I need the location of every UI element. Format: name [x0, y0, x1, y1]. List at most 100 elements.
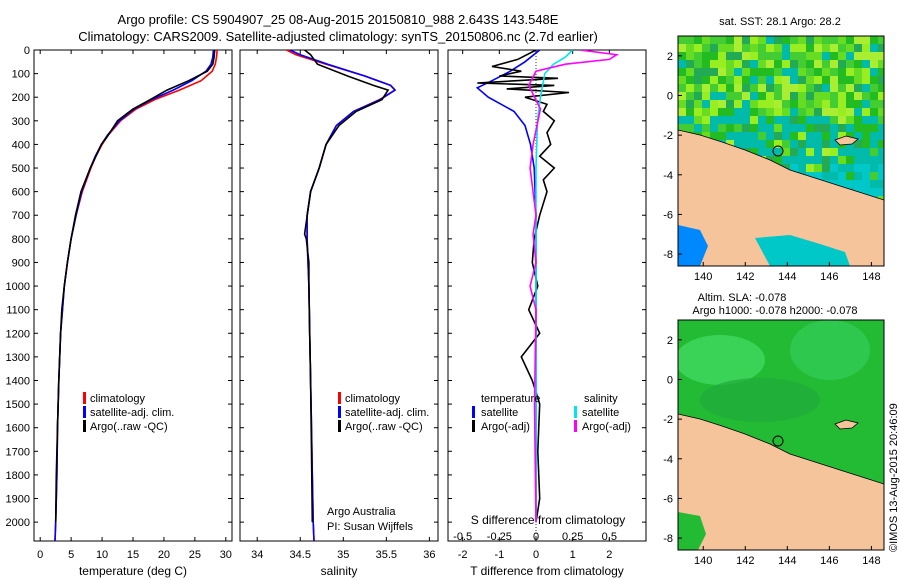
sst-cell	[774, 108, 782, 116]
legend-label-satellite: satellite-adj. clim.	[90, 407, 174, 419]
sst-cell	[838, 100, 846, 108]
sst-cell	[726, 68, 734, 76]
sst-cell	[718, 44, 726, 52]
sst-cell	[710, 108, 718, 116]
sst-cell	[694, 84, 702, 92]
sst-cell	[782, 60, 790, 68]
sst-cell	[798, 68, 806, 76]
legend-swatch-satellite	[83, 406, 86, 418]
sst-cell	[734, 140, 742, 148]
sst-cell	[806, 164, 814, 172]
sst-cell	[726, 76, 734, 84]
x-tick-label: 0	[533, 549, 539, 561]
sst-cell	[830, 140, 838, 148]
sst-cell	[710, 36, 718, 44]
sst-cell	[846, 36, 854, 44]
sst-cell	[870, 132, 878, 140]
temperature-x-label: temperature (deg C)	[79, 564, 187, 578]
sst-cell	[838, 116, 846, 124]
sst-cell	[798, 92, 806, 100]
sst-cell	[870, 44, 878, 52]
sst-cell	[758, 116, 766, 124]
sst-cell	[862, 180, 870, 188]
sst-cell	[806, 60, 814, 68]
sst-cell	[750, 76, 758, 84]
map-x-tick-label: 144	[778, 555, 796, 567]
sst-cell	[830, 44, 838, 52]
sst-cell	[750, 52, 758, 60]
sst-cell	[814, 68, 822, 76]
salinity-panel: 34 34.5 35 35.5 36 salinity climatology sate…	[239, 49, 439, 578]
sst-cell	[702, 132, 710, 140]
sst-cell	[710, 132, 718, 140]
sst-cell	[742, 84, 750, 92]
sst-cell	[870, 140, 878, 148]
sst-cell	[806, 148, 814, 156]
sst-cell	[814, 164, 822, 172]
sst-cell	[878, 116, 884, 124]
map-y-tick-label: -2	[663, 130, 673, 142]
sst-cell	[814, 172, 822, 180]
sst-cell	[742, 36, 750, 44]
water-inlet-south	[755, 235, 850, 266]
sst-cell	[862, 156, 870, 164]
sst-cell	[718, 92, 726, 100]
sst-cell	[766, 44, 774, 52]
legend-swatch-s-argo	[574, 420, 577, 432]
sst-cell	[798, 116, 806, 124]
sst-cell	[830, 68, 838, 76]
sst-cell	[758, 100, 766, 108]
sst-cell	[718, 84, 726, 92]
sst-cell	[678, 76, 686, 84]
sst-cell	[710, 92, 718, 100]
sst-cell	[742, 52, 750, 60]
sst-cell	[782, 52, 790, 60]
sst-cell	[854, 84, 862, 92]
legend-label-argo: Argo(..raw -QC)	[90, 421, 168, 433]
sst-cell	[814, 44, 822, 52]
legend-swatch-argo	[83, 420, 86, 432]
sst-cell	[854, 92, 862, 100]
sst-cell	[878, 68, 884, 76]
sst-cell	[774, 100, 782, 108]
sst-cell	[830, 172, 838, 180]
sst-cell	[870, 84, 878, 92]
sst-cell	[806, 68, 814, 76]
sst-cell	[710, 84, 718, 92]
sst-cell	[870, 116, 878, 124]
legend-label-s-satellite: satellite	[582, 407, 619, 419]
sst-map-x-axis: 140 142 144 146 148	[694, 262, 881, 283]
x-tick-label: 35	[337, 549, 349, 561]
sst-cell	[878, 36, 884, 44]
sst-cell	[830, 124, 838, 132]
sst-cell	[822, 172, 830, 180]
sst-cell	[846, 84, 854, 92]
difference-legend: temperature salinity satellite Argo(-adj…	[472, 393, 631, 433]
x-tick-label: -1	[494, 549, 504, 561]
sst-cell	[878, 156, 884, 164]
sst-cell	[702, 116, 710, 124]
sst-cell	[798, 140, 806, 148]
sst-cell	[678, 108, 686, 116]
sst-cell	[822, 156, 830, 164]
sst-cell	[798, 156, 806, 164]
sst-cell	[790, 68, 798, 76]
sst-cell	[798, 164, 806, 172]
sst-cell	[822, 132, 830, 140]
sst-cell	[702, 84, 710, 92]
sst-cell	[846, 156, 854, 164]
sst-cell	[838, 172, 846, 180]
sst-cell	[750, 116, 758, 124]
sst-cell	[870, 60, 878, 68]
sst-cell	[822, 52, 830, 60]
sst-cell	[846, 92, 854, 100]
sst-cell	[758, 84, 766, 92]
sst-cell	[862, 188, 870, 196]
sst-cell	[846, 268, 854, 276]
sst-cell	[806, 100, 814, 108]
sst-cell	[854, 52, 862, 60]
sst-cell	[814, 140, 822, 148]
sst-cell	[822, 100, 830, 108]
sst-cell	[702, 76, 710, 84]
